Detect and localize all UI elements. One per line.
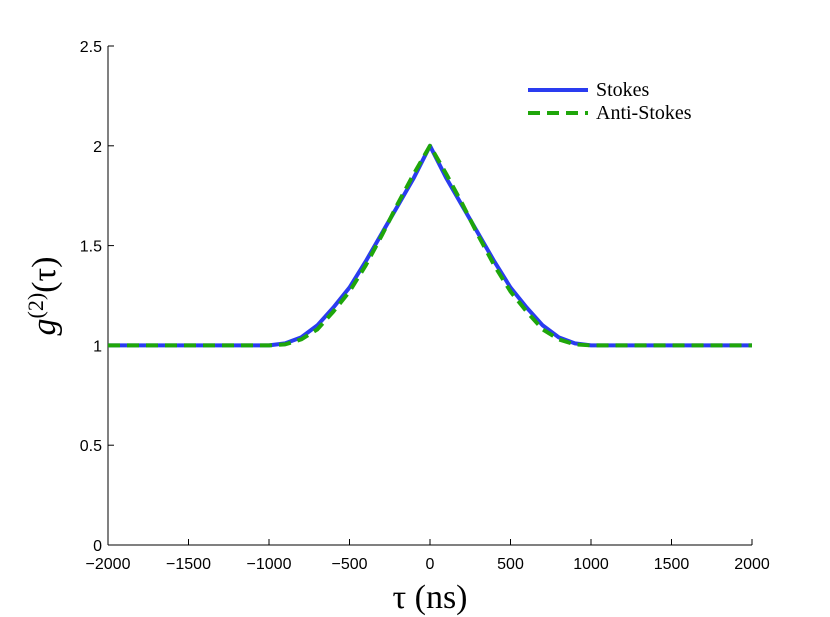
x-tick-label: 1500: [654, 556, 690, 573]
x-tick-label: 0: [426, 556, 435, 573]
series-line-anti-stokes: [108, 143, 752, 348]
x-tick-label: −1500: [166, 556, 211, 573]
y-tick-label: 2.5: [80, 39, 102, 56]
x-axis-title: τ (ns): [392, 579, 467, 616]
x-tick-label: 2000: [734, 556, 770, 573]
x-tick-label: −1000: [247, 556, 292, 573]
axes: −2000 −1500 −1000 −500 0 500 1000 1500 2000 0 0.5 1…: [80, 39, 770, 573]
y-axis-title: g(2)(τ): [23, 257, 63, 336]
y-tick-label: 0: [93, 538, 102, 555]
x-tick-label: −2000: [86, 556, 131, 573]
x-tick-label: −500: [331, 556, 367, 573]
y-tick-label: 1: [93, 338, 102, 355]
y-tick-label: 1.5: [80, 239, 102, 256]
legend-label: Stokes: [596, 79, 650, 101]
x-tick-label: 500: [497, 556, 524, 573]
y-tick-label: 2: [93, 139, 102, 156]
axis-titles: τ (ns) g(2)(τ): [23, 257, 468, 616]
y-tick-label: 0.5: [80, 438, 102, 455]
series-line-stokes: [108, 143, 752, 348]
series-layer: [108, 143, 752, 348]
legend-label: Anti-Stokes: [596, 102, 692, 124]
x-tick-label: 1000: [573, 556, 609, 573]
